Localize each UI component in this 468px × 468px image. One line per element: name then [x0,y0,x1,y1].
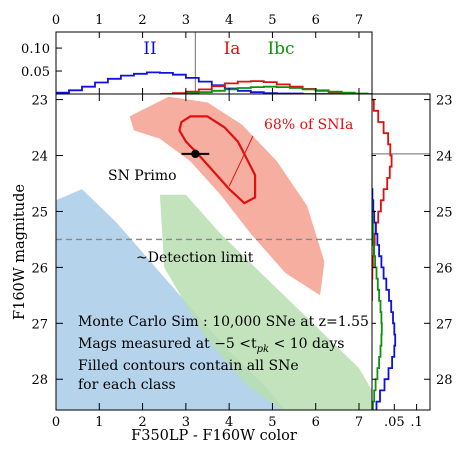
sn-primo-label: SN Primo [108,168,177,184]
right-x-tick-label: .1 [410,415,422,430]
x-tick-label: 5 [268,415,276,430]
right-y-tick-label: 23 [436,94,453,109]
top-y-tick-label: 0.05 [21,65,50,80]
top-histogram-series [56,32,372,94]
x-tick-label: 6 [312,415,320,430]
right-histogram-frame [371,93,431,411]
right-hist-ii [372,188,397,410]
right-x-ticks: .05 .1 [384,404,423,430]
class-regions [56,96,372,410]
contour-68 [178,115,257,205]
right-y-tick-label: 25 [436,205,453,220]
top-x-tick-label: 7 [355,13,363,28]
right-hist-ia [372,98,393,301]
main-y-ticks: 23 24 25 26 27 28 [31,94,63,388]
note-line-2a: Mags measured at −5 <t [78,336,257,352]
x-axis-label: F350LP - F160W color [131,428,297,444]
x-tick-label: 3 [182,415,190,430]
right-y-tick-label: 24 [436,150,453,165]
region-ibc [159,194,372,410]
note-line-2b: < 10 days [269,336,344,352]
top-x-tick-label: 6 [312,13,320,28]
x-tick-label: 2 [138,415,146,430]
label-type-ii: II [143,39,156,59]
top-x-tick-label: 2 [138,13,146,28]
top-x-tick-label: 3 [182,13,190,28]
y-tick-label: 26 [31,261,48,276]
contour-68-leader [228,135,254,187]
x-tick-label: 7 [355,415,363,430]
note-line-2: Mags measured at −5 <tpk < 10 days [78,336,344,355]
x-tick-label: 4 [225,415,233,430]
y-axis-label: F160W magnitude [12,184,28,320]
main-overlay [56,115,372,241]
y-tick-label: 24 [31,150,48,165]
note-line-2-subscript: pk [257,344,269,355]
y-tick-label: 23 [31,94,48,109]
x-tick-label: 0 [52,415,60,430]
label-type-ibc: Ibc [267,39,294,59]
right-x-tick-label: .05 [384,415,405,430]
top-x-tick-label: 5 [268,13,276,28]
top-x-tick-label: 4 [225,13,233,28]
top-x-tick-label: 0 [52,13,60,28]
main-x-ticks: 0 1 2 3 4 5 6 7 [52,94,363,430]
label-type-ia: Ia [224,39,241,59]
y-tick-label: 28 [31,373,48,388]
note-line-4: for each class [78,377,176,393]
top-x-tick-label: 1 [95,13,103,28]
top-hist-ibc [172,85,372,94]
right-y-ticks: 23 24 25 26 27 28 [372,94,453,388]
top-x-ticks: 0 1 2 3 4 5 6 7 [52,13,363,94]
right-y-tick-label: 26 [436,261,453,276]
top-y-tick-label: 0.10 [21,42,50,57]
right-y-tick-label: 27 [436,317,453,332]
detection-limit-label: ~Detection limit [136,250,254,266]
note-line-3: Filled contours contain all SNe [78,358,299,374]
region-ia [129,96,325,296]
y-tick-label: 27 [31,317,48,332]
top-histogram-panel: 0 1 2 3 4 5 6 7 0.05 0.10 II Ia Ibc [21,13,373,95]
sn-primo-point [191,149,200,159]
top-hist-ii [56,71,342,94]
note-line-1: Monte Carlo Sim : 10,000 SNe at z=1.55 [78,314,369,330]
contour-68-label: 68% of SNIa [264,117,353,133]
x-tick-label: 1 [95,415,103,430]
y-tick-label: 25 [31,205,48,220]
top-y-ticks: 0.05 0.10 [21,42,62,80]
right-histogram-panel: .05 .1 23 24 25 26 27 28 [371,93,453,430]
right-y-tick-label: 28 [436,373,453,388]
right-hist-ibc [372,200,383,410]
right-histogram-series [372,98,430,410]
